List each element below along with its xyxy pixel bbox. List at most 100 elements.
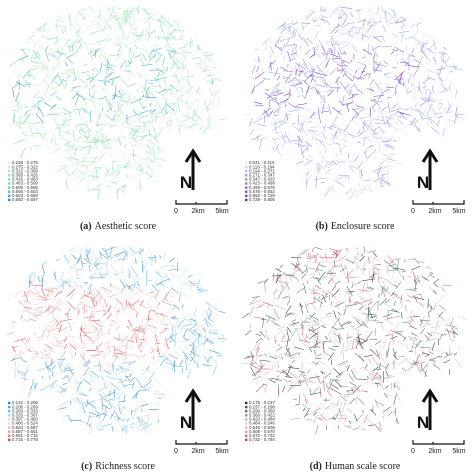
street [83, 153, 92, 156]
street [390, 148, 397, 154]
street [284, 130, 287, 137]
north-label: N [417, 413, 429, 432]
street [329, 48, 335, 51]
street [86, 401, 97, 409]
street [292, 125, 302, 132]
street [290, 84, 294, 87]
street [381, 357, 389, 368]
street [51, 64, 59, 71]
street [348, 420, 352, 425]
street [22, 70, 29, 79]
street [68, 322, 73, 332]
street [310, 292, 321, 295]
street [179, 126, 181, 134]
street [28, 276, 31, 288]
street [53, 371, 61, 378]
street [92, 101, 96, 109]
street [352, 94, 359, 96]
street [79, 250, 89, 259]
street [168, 28, 176, 37]
street [104, 35, 109, 41]
street [335, 76, 340, 84]
street [421, 302, 425, 308]
street [133, 290, 142, 296]
street [329, 248, 341, 252]
street [119, 90, 121, 95]
street [23, 318, 30, 322]
street [453, 330, 459, 336]
street [105, 346, 116, 348]
street [357, 290, 367, 294]
street [311, 387, 319, 396]
street [68, 284, 72, 288]
street [121, 424, 125, 432]
street [174, 57, 184, 66]
street [86, 77, 91, 81]
street [392, 139, 397, 142]
street [280, 67, 288, 71]
street [108, 325, 115, 327]
street [338, 13, 344, 21]
street [150, 52, 158, 58]
street [131, 326, 139, 331]
street [34, 312, 42, 314]
street [83, 303, 86, 315]
street [90, 317, 96, 320]
street [368, 184, 372, 193]
street [372, 126, 380, 132]
street [100, 141, 106, 150]
street [180, 290, 190, 299]
street [163, 251, 167, 259]
street [329, 143, 335, 145]
street [108, 7, 110, 11]
street [363, 160, 369, 164]
street [88, 5, 96, 13]
street [107, 285, 115, 288]
street [12, 71, 19, 79]
street [101, 423, 112, 427]
street [205, 66, 210, 68]
street [78, 336, 86, 346]
street [23, 300, 30, 304]
street [189, 73, 197, 77]
street [332, 422, 337, 428]
street [103, 81, 107, 86]
street [330, 253, 337, 260]
street [402, 81, 408, 92]
street [286, 348, 292, 350]
street [399, 113, 407, 120]
street [394, 75, 400, 84]
street [255, 333, 262, 336]
street [355, 323, 365, 329]
street [275, 273, 281, 284]
street [78, 121, 89, 126]
street [51, 147, 62, 154]
street [334, 260, 336, 268]
street [293, 79, 304, 87]
street [78, 302, 83, 304]
street [139, 248, 144, 255]
north-arrow [184, 148, 202, 190]
street [352, 74, 355, 82]
street [96, 13, 103, 19]
street [443, 121, 449, 125]
street [20, 358, 27, 363]
street [34, 292, 46, 298]
street [168, 129, 173, 131]
street [303, 408, 311, 418]
street [286, 281, 290, 291]
street [325, 397, 327, 402]
street [212, 313, 219, 319]
street [105, 247, 115, 251]
street [162, 318, 170, 320]
street [69, 343, 77, 351]
street [364, 363, 368, 369]
street [316, 342, 319, 347]
street [277, 46, 283, 52]
street [328, 50, 333, 54]
street [136, 88, 139, 93]
street [99, 152, 106, 160]
legend-label: 0.118 - 0.194 [249, 164, 275, 169]
street [32, 145, 42, 147]
street [334, 338, 340, 344]
